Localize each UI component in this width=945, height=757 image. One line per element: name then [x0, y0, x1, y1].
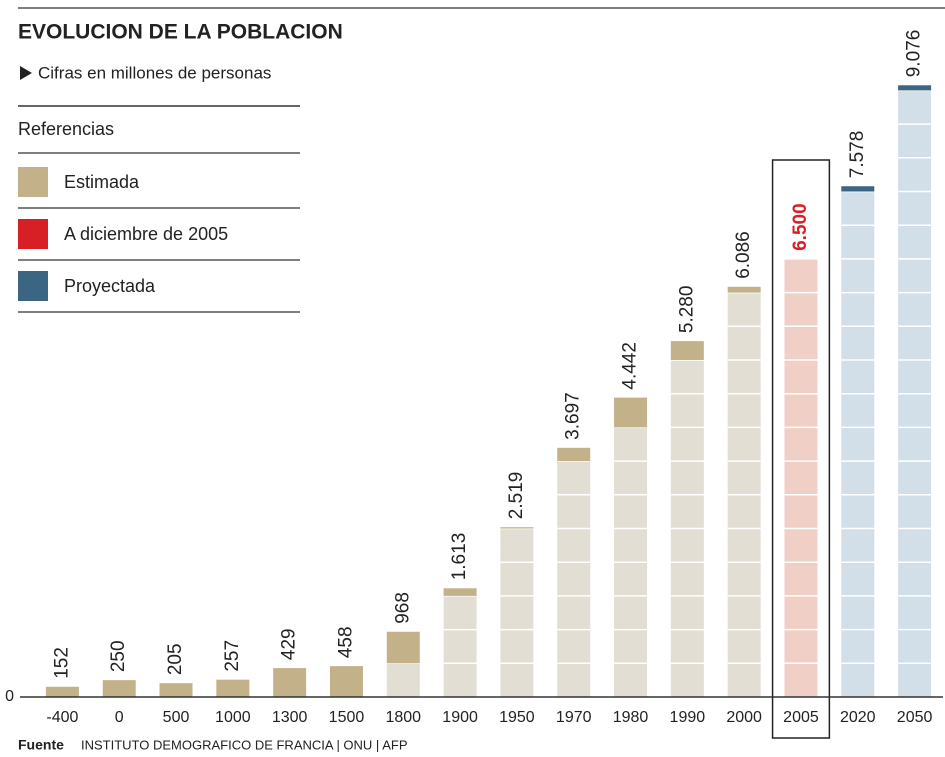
bar-body [841, 191, 875, 697]
x-tick-label: 1000 [215, 709, 251, 726]
bar [216, 679, 250, 697]
bar [841, 186, 875, 192]
x-tick-label: 1980 [613, 709, 649, 726]
value-label: 7.578 [847, 131, 868, 179]
bar [386, 631, 420, 664]
legend-title: Referencias [18, 119, 114, 139]
bar [898, 85, 932, 91]
chart-title: EVOLUCION DE LA POBLACION [18, 21, 343, 44]
value-label: 4.442 [620, 342, 641, 390]
bar [614, 397, 648, 428]
x-tick-label: -400 [46, 709, 78, 726]
x-tick-label: 1800 [385, 709, 421, 726]
value-label: 458 [335, 626, 356, 658]
x-tick-label: 1970 [556, 709, 592, 726]
x-tick-label: 2020 [840, 709, 876, 726]
bar-body [500, 528, 534, 697]
bar [557, 447, 591, 462]
value-label: 2.519 [506, 472, 527, 520]
value-label: 257 [222, 640, 243, 672]
value-label: 152 [51, 647, 72, 679]
legend-label: Proyectada [64, 276, 156, 296]
x-tick-label: 500 [163, 709, 190, 726]
bar [102, 680, 136, 697]
legend-swatch [18, 219, 48, 249]
value-label: 9.076 [904, 30, 925, 78]
x-tick-label: 2000 [726, 709, 762, 726]
legend-label: A diciembre de 2005 [64, 224, 228, 244]
legend-label: Estimada [64, 172, 140, 192]
bullet [20, 66, 32, 80]
x-tick-label: 1500 [329, 709, 365, 726]
value-label: 6.500 [790, 203, 811, 251]
legend-swatch [18, 167, 48, 197]
x-tick-label: 2005 [783, 709, 819, 726]
bar [45, 686, 79, 697]
bar [443, 588, 477, 596]
x-tick-label: 1900 [442, 709, 478, 726]
bar [273, 668, 307, 697]
source-text: INSTITUTO DEMOGRAFICO DE FRANCIA | ONU |… [81, 737, 408, 752]
bar [727, 286, 761, 293]
source-label: Fuente [18, 737, 64, 753]
bar [670, 341, 704, 360]
bar-body [386, 663, 420, 697]
highlight-box [771, 159, 831, 739]
value-label: 968 [392, 592, 413, 624]
x-tick-label: 1950 [499, 709, 535, 726]
x-tick-label: 1300 [272, 709, 308, 726]
value-label: 429 [279, 628, 300, 660]
bar-body [557, 461, 591, 697]
value-label: 6.086 [733, 231, 754, 279]
bar-body [443, 595, 477, 697]
value-label: 5.280 [676, 286, 697, 334]
y-tick-label: 0 [5, 688, 14, 705]
legend-swatch [18, 271, 48, 301]
bar [329, 666, 363, 697]
x-tick-label: 2050 [897, 709, 933, 726]
bar [500, 527, 534, 529]
value-label: 250 [108, 640, 129, 672]
chart-subtitle: Cifras en millones de personas [38, 63, 271, 82]
value-label: 1.613 [449, 533, 470, 581]
value-label: 205 [165, 643, 186, 675]
bar [159, 683, 193, 697]
bar-body [784, 258, 818, 697]
x-tick-label: 1990 [670, 709, 706, 726]
value-label: 3.697 [563, 392, 584, 440]
x-tick-label: 0 [115, 709, 124, 726]
